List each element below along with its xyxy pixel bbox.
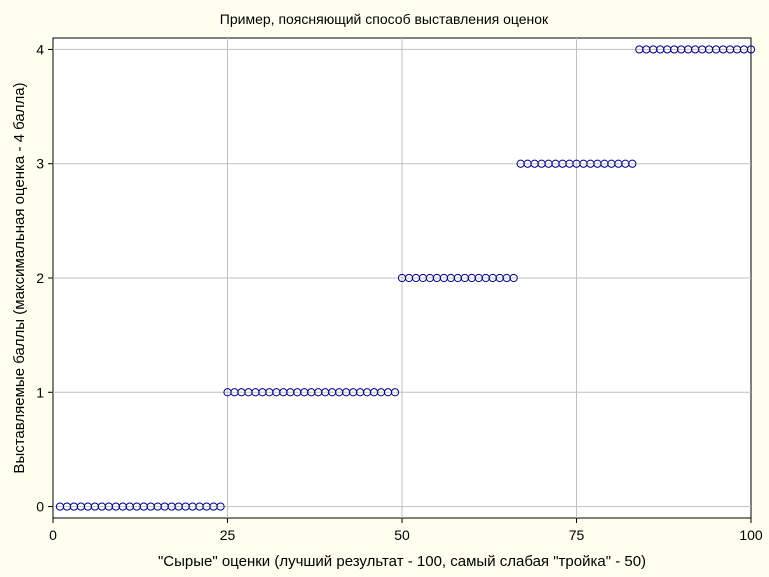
data-point: [628, 159, 637, 168]
chart-title: Пример, поясняющий способ выставления оц…: [220, 11, 549, 27]
grid-lines: [53, 38, 751, 518]
y-tick-label: 1: [36, 384, 44, 400]
y-tick-label: 3: [36, 156, 44, 172]
x-tick-label: 75: [569, 527, 585, 543]
data-point: [746, 45, 756, 54]
data-points: [55, 45, 756, 511]
y-tick-label: 0: [36, 499, 44, 515]
x-tick-label: 0: [49, 527, 57, 543]
data-point: [216, 502, 225, 511]
x-tick-label: 50: [394, 527, 410, 543]
axis-ticks: 0 25 50 75 100 0 1 2 3 4: [36, 41, 763, 543]
x-axis-label: "Сырые" оценки (лучший результат - 100, …: [158, 553, 646, 570]
data-point: [390, 388, 400, 397]
y-tick-label: 4: [36, 41, 44, 57]
y-axis-label: Выставляемые баллы (максимальная оценка …: [11, 82, 28, 473]
x-tick-label: 25: [220, 527, 236, 543]
x-tick-label: 100: [739, 527, 763, 543]
y-tick-label: 2: [36, 270, 44, 286]
data-point: [509, 273, 518, 283]
